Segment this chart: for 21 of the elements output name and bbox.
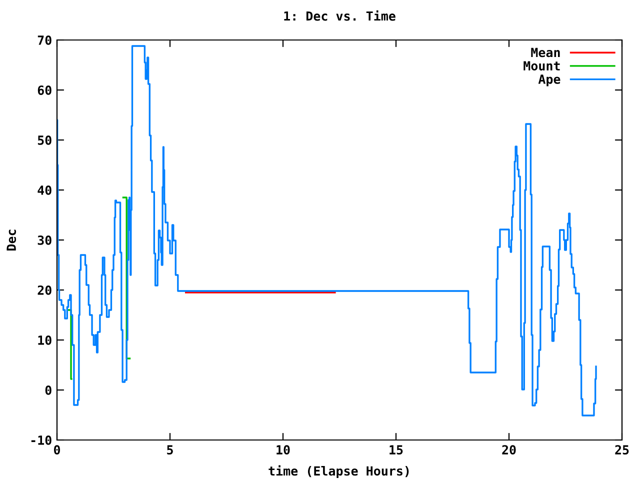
y-tick-label: 0 — [45, 385, 52, 395]
y-tick-label: 60 — [38, 85, 52, 95]
x-tick-label: 5 — [167, 445, 173, 455]
legend-label: Ape — [538, 74, 560, 86]
x-tick-label: 15 — [390, 445, 403, 455]
x-tick-label: 25 — [615, 445, 629, 455]
y-axis-title: Dec — [6, 230, 16, 250]
y-tick-label: 50 — [38, 135, 52, 145]
legend-label: Mount — [524, 61, 560, 71]
y-tick-label: -10 — [31, 435, 52, 445]
x-tick-label: 20 — [502, 445, 516, 455]
x-tick-label: 10 — [276, 445, 290, 455]
legend-label: Mean — [531, 48, 560, 58]
y-tick-label: 10 — [38, 335, 52, 345]
x-tick-label: 0 — [54, 445, 60, 455]
y-tick-label: 40 — [38, 185, 52, 195]
y-tick-label: 70 — [38, 35, 52, 45]
x-axis-title: time (Elapse Hours) — [268, 465, 409, 478]
chart-title: 1: Dec vs. Time — [284, 10, 396, 21]
y-tick-label: 20 — [38, 285, 52, 295]
y-tick-label: 30 — [38, 235, 52, 245]
